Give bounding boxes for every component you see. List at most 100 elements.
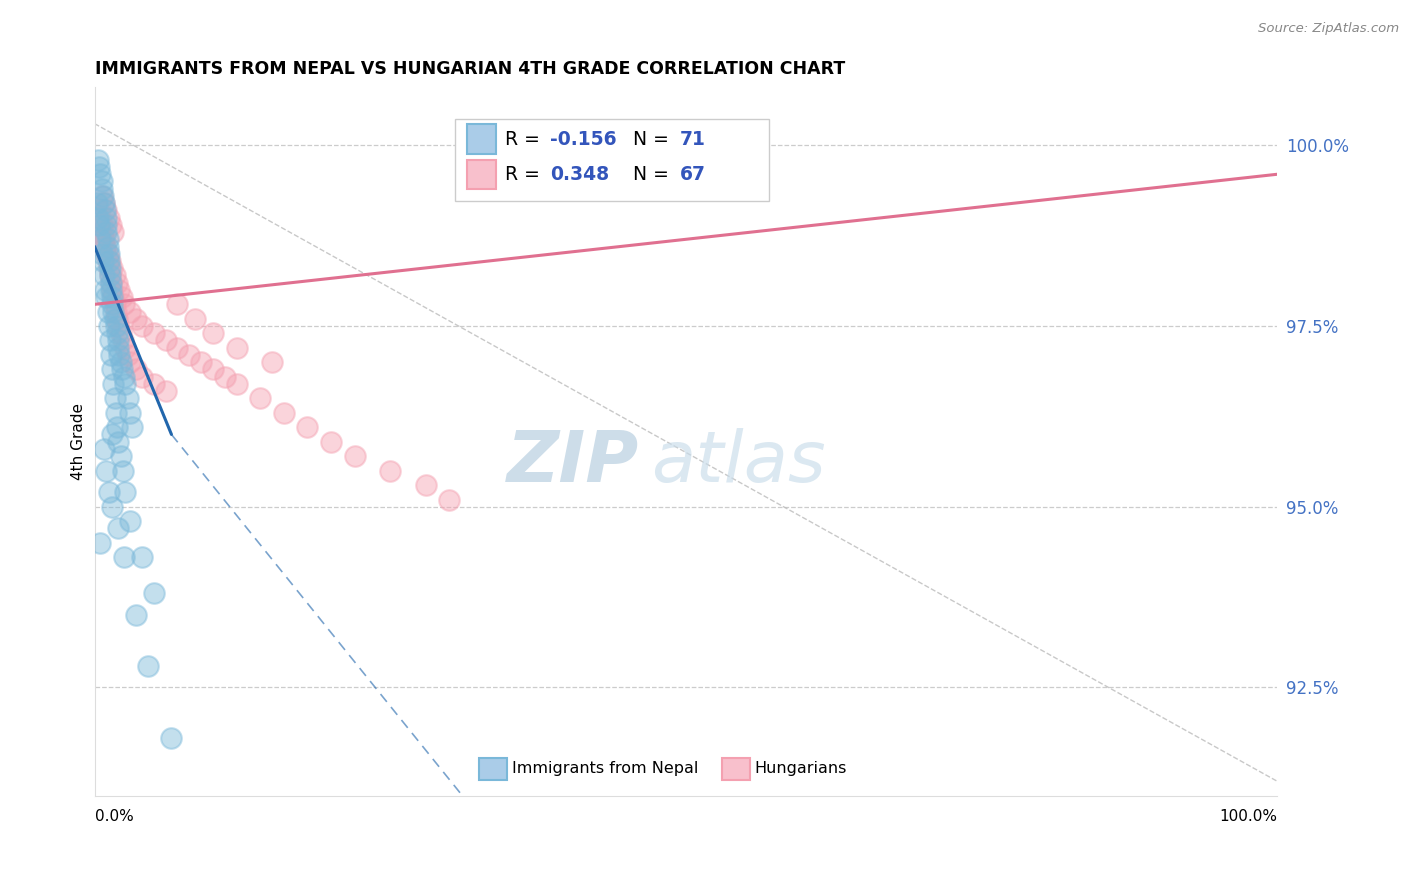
Point — [96, 225, 118, 239]
Point — [103, 376, 125, 391]
FancyBboxPatch shape — [479, 757, 508, 780]
Point — [94, 239, 117, 253]
Point — [179, 348, 201, 362]
Point — [104, 406, 127, 420]
Point — [107, 341, 129, 355]
Point — [91, 225, 114, 239]
Point — [321, 434, 343, 449]
Point — [98, 254, 121, 268]
Text: R =: R = — [505, 129, 546, 149]
Point — [90, 189, 112, 203]
Point — [160, 731, 183, 745]
Point — [100, 348, 122, 362]
Point — [114, 485, 136, 500]
Point — [96, 464, 118, 478]
Point — [104, 268, 127, 283]
Point — [97, 254, 120, 268]
Point — [120, 355, 142, 369]
Point — [94, 203, 117, 218]
Point — [89, 218, 111, 232]
Point — [120, 514, 142, 528]
Text: 100.0%: 100.0% — [1219, 809, 1278, 824]
Point — [91, 254, 114, 268]
Point — [184, 311, 207, 326]
Point — [96, 246, 118, 260]
Point — [100, 218, 122, 232]
Point — [260, 355, 283, 369]
Point — [103, 225, 125, 239]
Point — [104, 297, 127, 311]
Point — [125, 608, 148, 623]
Point — [97, 485, 120, 500]
Point — [112, 369, 135, 384]
Text: -0.156: -0.156 — [550, 129, 617, 149]
Point — [114, 376, 136, 391]
Point — [101, 283, 124, 297]
Text: Source: ZipAtlas.com: Source: ZipAtlas.com — [1258, 22, 1399, 36]
Point — [214, 369, 236, 384]
Text: 0.0%: 0.0% — [94, 809, 134, 824]
Text: R =: R = — [505, 165, 546, 184]
Point — [107, 434, 129, 449]
Point — [86, 196, 108, 211]
Point — [98, 268, 121, 283]
Text: 67: 67 — [681, 165, 706, 184]
Point — [112, 297, 135, 311]
Point — [297, 420, 319, 434]
Point — [89, 225, 111, 239]
Point — [142, 376, 165, 391]
Point — [201, 362, 224, 376]
Point — [93, 442, 115, 456]
Point — [142, 326, 165, 341]
Point — [101, 362, 124, 376]
Point — [415, 478, 437, 492]
Point — [131, 550, 153, 565]
Point — [100, 276, 122, 290]
Point — [125, 362, 148, 376]
Text: 71: 71 — [681, 129, 706, 149]
Point — [111, 464, 134, 478]
Text: Immigrants from Nepal: Immigrants from Nepal — [512, 762, 699, 776]
Text: 0.348: 0.348 — [550, 165, 609, 184]
Point — [131, 369, 153, 384]
Point — [107, 318, 129, 333]
Point — [155, 334, 177, 348]
Point — [98, 334, 121, 348]
Point — [104, 304, 127, 318]
Point — [89, 160, 111, 174]
Point — [108, 283, 131, 297]
Text: ZIP: ZIP — [506, 428, 638, 498]
Point — [91, 189, 114, 203]
Point — [225, 376, 247, 391]
Point — [104, 318, 127, 333]
Point — [190, 355, 212, 369]
Point — [117, 392, 139, 406]
Point — [225, 341, 247, 355]
Point — [166, 341, 188, 355]
Point — [104, 392, 127, 406]
Point — [112, 550, 135, 565]
Point — [111, 290, 134, 304]
Point — [136, 658, 159, 673]
Point — [90, 218, 112, 232]
Point — [87, 153, 110, 167]
Point — [101, 297, 124, 311]
Point — [105, 326, 128, 341]
Point — [97, 246, 120, 260]
Y-axis label: 4th Grade: 4th Grade — [72, 403, 86, 480]
Point — [105, 311, 128, 326]
Point — [101, 500, 124, 514]
Point — [93, 232, 115, 246]
Point — [111, 362, 134, 376]
Point — [121, 420, 143, 434]
Point — [107, 521, 129, 535]
Point — [97, 211, 120, 225]
Point — [89, 167, 111, 181]
Point — [108, 348, 131, 362]
Point — [97, 232, 120, 246]
Text: IMMIGRANTS FROM NEPAL VS HUNGARIAN 4TH GRADE CORRELATION CHART: IMMIGRANTS FROM NEPAL VS HUNGARIAN 4TH G… — [94, 60, 845, 78]
Point — [96, 290, 118, 304]
Point — [103, 304, 125, 318]
Point — [439, 492, 461, 507]
Text: N =: N = — [621, 129, 675, 149]
